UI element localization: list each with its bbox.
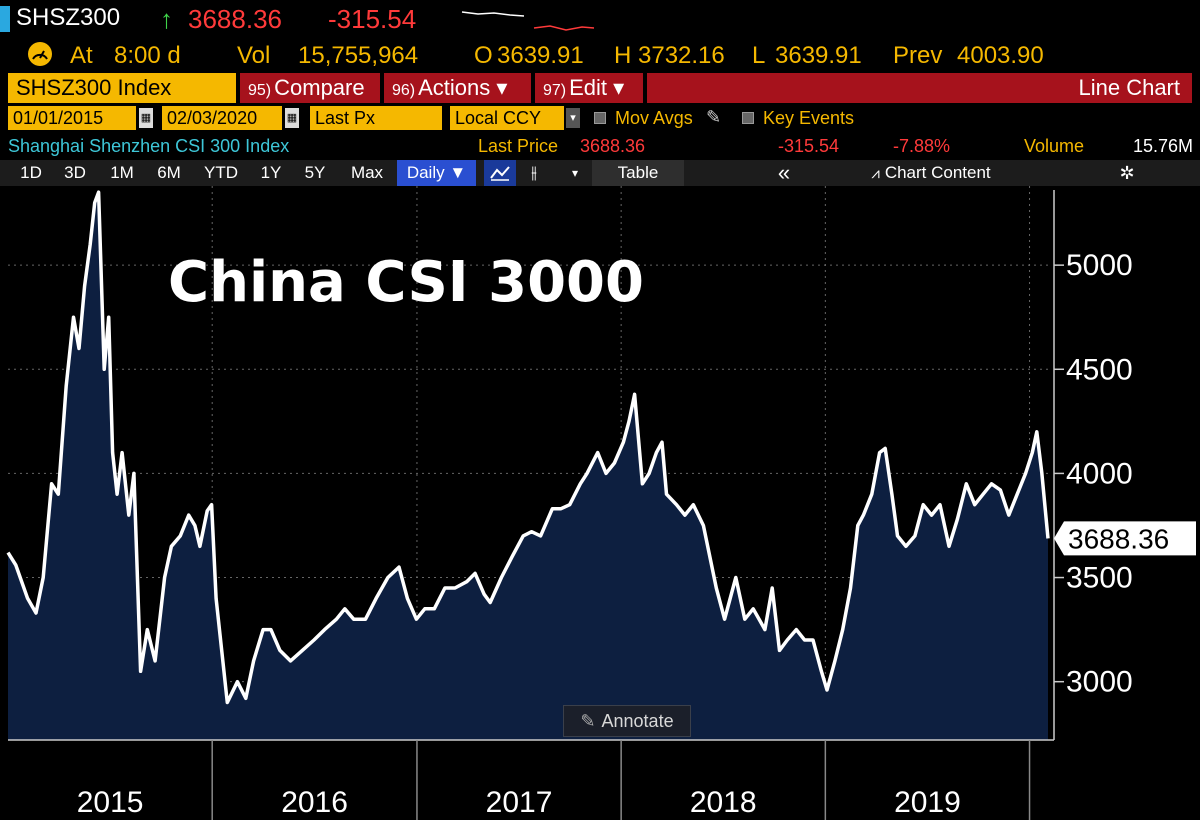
x-tick-label: 2019 <box>894 786 961 819</box>
price-line <box>6 190 1050 705</box>
ticker-header: SHSZ300 ↑ 3688.36 -315.54 <box>0 0 1200 38</box>
range-3d-button[interactable]: 3D <box>64 163 86 182</box>
security-field[interactable]: SHSZ300 Index <box>8 73 236 103</box>
key-events-label: Key Events <box>763 108 855 128</box>
prev-label: Prev <box>893 42 943 69</box>
volume-label: Volume <box>1024 136 1085 156</box>
field-selector[interactable]: Last Px <box>310 106 442 130</box>
last-value-tag: 3688.36 <box>1054 521 1196 556</box>
range-5y-button[interactable]: 5Y <box>304 163 326 182</box>
settings-bar: 01/01/2015 ▦ 02/03/2020 ▦ Last Px Local … <box>0 106 1200 131</box>
x-tick-label: 2016 <box>281 786 348 819</box>
range-max-button[interactable]: Max <box>350 163 384 182</box>
last-price-label: Last Price <box>478 136 559 156</box>
range-1y-button[interactable]: 1Y <box>260 163 282 182</box>
security-info: Shanghai Shenzhen CSI 300 Index Last Pri… <box>0 134 1200 158</box>
chart-content-button[interactable]: ⩘ Chart Content <box>856 160 1006 186</box>
y-tick-label: 4000 <box>1066 457 1133 490</box>
y-axis-labels: 3000 3500 4000 4500 5000 <box>1054 249 1133 699</box>
pct-change-value: -7.88% <box>893 136 951 156</box>
chart-content-label: Chart Content <box>884 163 991 182</box>
chart-title: China CSI 3000 <box>168 250 644 315</box>
chart-axes <box>8 190 1055 820</box>
x-tick-label: 2017 <box>486 786 553 819</box>
actions-menu[interactable]: 96) Actions ▾ <box>384 73 531 103</box>
annotate-label: Annotate <box>601 711 674 731</box>
market-clock-icon <box>28 42 52 66</box>
range-1d-button[interactable]: 1D <box>20 163 42 182</box>
up-arrow-icon: ↑ <box>160 4 173 34</box>
line-chart-icon[interactable] <box>484 160 516 186</box>
ticker-marker <box>0 6 10 32</box>
start-date-field[interactable]: 01/01/2015 <box>8 106 136 130</box>
compare-num: 95) <box>248 82 272 99</box>
table-button[interactable]: Table <box>592 160 684 186</box>
last-price-value: 3688.36 <box>580 136 646 156</box>
net-change: -315.54 <box>328 4 417 34</box>
mov-avgs-checkbox[interactable] <box>594 112 606 124</box>
open-label: O <box>474 42 493 69</box>
last-value-label: 3688.36 <box>1068 523 1169 554</box>
open-value: 3639.91 <box>497 42 584 69</box>
range-bar: 1D 3D 1M 6M YTD 1Y 5Y Max Daily ▼ ⫲ ▾ Ta… <box>0 160 1200 186</box>
volume-value: 15.76M <box>1133 136 1194 156</box>
chart-type-dropdown-icon[interactable]: ▾ <box>571 166 579 180</box>
prev-value: 4003.90 <box>957 42 1044 69</box>
sparkline-icon <box>461 11 595 31</box>
frequency-dropdown[interactable]: Daily ▼ <box>397 160 476 186</box>
key-events-checkbox[interactable] <box>742 112 754 124</box>
currency-selector[interactable]: Local CCY <box>450 106 564 130</box>
edit-label: Edit ▾ <box>569 75 625 100</box>
x-tick-label: 2015 <box>77 786 144 819</box>
range-1m-button[interactable]: 1M <box>110 163 134 182</box>
price-area <box>8 192 1048 740</box>
calendar-icon[interactable]: ▦ <box>285 108 299 128</box>
compare-button[interactable]: 95) Compare <box>240 73 380 103</box>
pencil-icon[interactable]: ✎ <box>706 107 722 127</box>
chart-content-icon: ⩘ <box>871 165 880 182</box>
edit-menu[interactable]: 97) Edit ▾ <box>535 73 643 103</box>
dropdown-arrow-icon[interactable]: ▾ <box>566 108 580 128</box>
ticker-symbol: SHSZ300 <box>16 4 121 31</box>
vol-label: Vol <box>237 42 271 69</box>
range-ytd-button[interactable]: YTD <box>204 163 238 182</box>
y-tick-label: 5000 <box>1066 249 1133 282</box>
chart-type-label[interactable]: Line Chart <box>647 73 1192 103</box>
high-value: 3732.16 <box>638 42 725 69</box>
net-change-value: -315.54 <box>778 136 840 156</box>
security-name: Shanghai Shenzhen CSI 300 Index <box>8 136 290 156</box>
mov-avgs-label: Mov Avgs <box>615 108 693 128</box>
compare-label: Compare <box>274 75 365 100</box>
y-tick-label: 3000 <box>1066 666 1133 699</box>
quote-line: At 8:00 d Vol 15,755,964 O 3639.91 H 373… <box>0 38 1200 72</box>
at-time: 8:00 d <box>114 42 181 69</box>
at-label: At <box>70 42 93 69</box>
pencil-icon: ✎ <box>580 711 596 731</box>
range-6m-button[interactable]: 6M <box>157 163 181 182</box>
low-label: L <box>752 42 766 69</box>
edit-num: 97) <box>543 82 567 99</box>
calendar-icon[interactable]: ▦ <box>139 108 153 128</box>
actions-label: Actions ▾ <box>418 75 508 100</box>
x-tick-label: 2018 <box>690 786 757 819</box>
annotate-button[interactable]: ✎ Annotate <box>563 705 691 737</box>
actions-num: 96) <box>392 82 416 99</box>
last-price: 3688.36 <box>188 4 282 34</box>
function-toolbar: SHSZ300 Index 95) Compare 96) Actions ▾ 97… <box>0 73 1200 103</box>
collapse-icon[interactable]: « <box>777 160 791 185</box>
y-tick-label: 3500 <box>1066 562 1133 595</box>
low-value: 3639.91 <box>775 42 862 69</box>
y-tick-label: 4500 <box>1066 353 1133 386</box>
bar-chart-icon[interactable]: ⫲ <box>531 163 537 182</box>
end-date-field[interactable]: 02/03/2020 <box>162 106 282 130</box>
x-axis-labels: 2015 2016 2017 2018 2019 <box>77 786 961 819</box>
high-label: H <box>614 42 632 69</box>
vol-value: 15,755,964 <box>298 42 419 69</box>
gear-icon[interactable]: ✲ <box>1119 163 1135 183</box>
last-value-tag-box <box>1054 521 1196 556</box>
